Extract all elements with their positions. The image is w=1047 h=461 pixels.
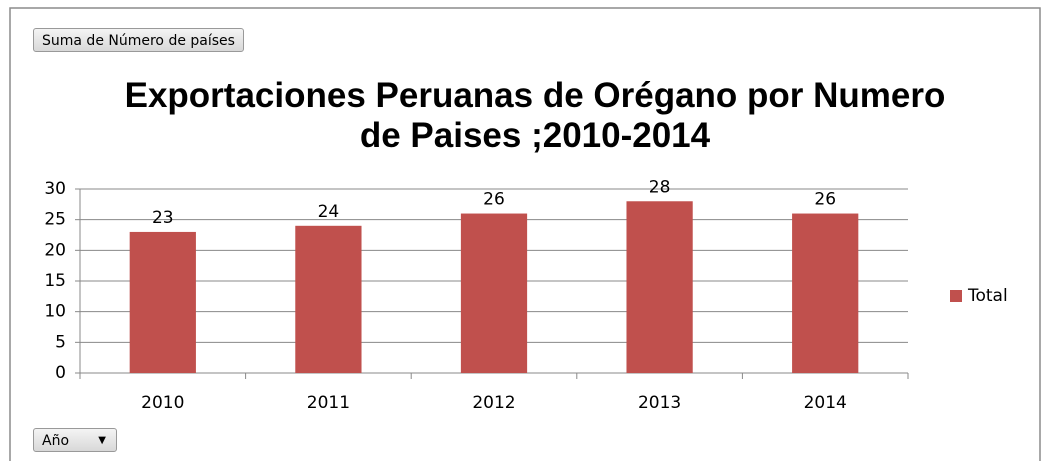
y-tick-label: 20 — [44, 240, 66, 260]
y-tick-label: 10 — [44, 302, 66, 322]
dropdown-arrow: ▼ — [98, 435, 106, 446]
data-label: 26 — [814, 190, 836, 210]
legend-label: Total — [967, 286, 1008, 306]
data-label: 26 — [483, 190, 505, 210]
bar — [792, 213, 859, 373]
data-label: 23 — [152, 208, 174, 228]
chart-frame — [9, 7, 1041, 461]
bar — [129, 231, 196, 373]
x-tick-label: 2013 — [638, 393, 681, 413]
x-tick-label: 2012 — [472, 393, 515, 413]
y-tick-label: 25 — [44, 210, 66, 230]
x-tick-label: 2010 — [141, 393, 184, 413]
chart-title: Exportaciones Peruanas de Orégano por Nu… — [124, 76, 946, 155]
bar — [460, 213, 528, 373]
bar — [626, 201, 693, 373]
data-label: 24 — [318, 202, 340, 222]
y-tick-label: 0 — [55, 363, 66, 383]
x-tick-label: 2014 — [804, 393, 847, 413]
axis-field-button[interactable]: Año ▼ — [33, 428, 117, 452]
value-field-button[interactable]: Suma de Número de países — [33, 28, 244, 52]
y-tick-label: 30 — [44, 179, 66, 199]
data-label: 28 — [649, 177, 671, 197]
legend-swatch — [950, 290, 962, 302]
y-tick-label: 5 — [55, 332, 66, 352]
axis-field-label: Año — [42, 433, 70, 449]
bar — [295, 225, 362, 373]
x-tick-label: 2011 — [307, 393, 350, 413]
y-tick-label: 15 — [44, 271, 66, 291]
